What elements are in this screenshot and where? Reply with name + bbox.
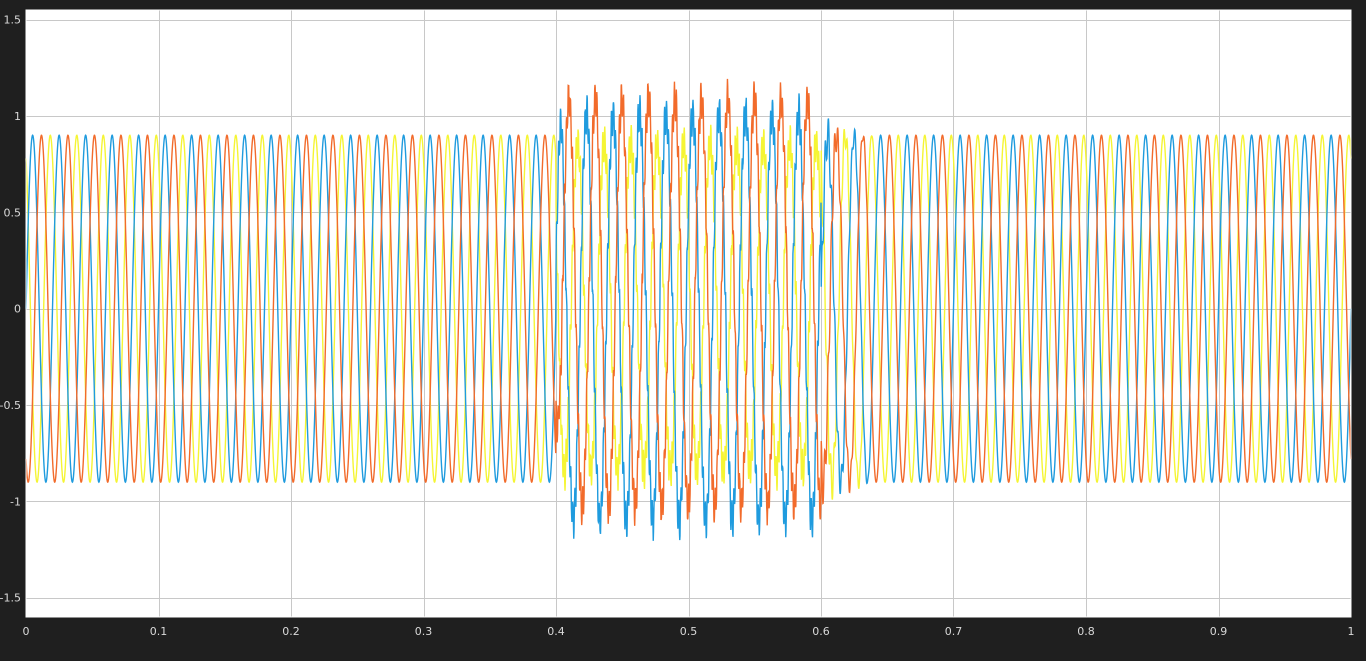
x-tick-label: 0.3 <box>415 625 433 638</box>
y-tick-label: 0.5 <box>4 206 22 219</box>
x-tick-label: 0.1 <box>150 625 168 638</box>
x-tick-label: 0.8 <box>1077 625 1095 638</box>
x-tick-label: 0.6 <box>812 625 830 638</box>
x-tick-label: 0.9 <box>1210 625 1228 638</box>
x-tick-label: 0.2 <box>282 625 300 638</box>
x-axis-ticks: 0 0.1 0.2 0.3 0.4 0.5 0.6 0.7 0.8 0.9 1 <box>23 625 1355 638</box>
x-tick-label: 0.4 <box>547 625 565 638</box>
axes-frame <box>25 9 1352 618</box>
y-tick-label: -0.5 <box>0 399 21 412</box>
y-tick-label: -1 <box>10 495 21 508</box>
x-tick-label: 0.7 <box>945 625 963 638</box>
x-tick-label: 1 <box>1348 625 1355 638</box>
signal-traces <box>25 78 1352 541</box>
y-axis-ticks: -1.5 -1 -0.5 0 0.5 1 1.5 <box>0 14 21 605</box>
x-tick-label: 0.5 <box>680 625 698 638</box>
signal-trace-2 <box>25 78 1352 526</box>
y-tick-label: -1.5 <box>0 592 21 605</box>
y-tick-label: 1 <box>14 110 21 123</box>
x-tick-label: 0 <box>23 625 30 638</box>
signal-trace-1 <box>25 93 1352 541</box>
y-tick-label: 0 <box>14 303 21 316</box>
y-tick-label: 1.5 <box>4 14 22 27</box>
